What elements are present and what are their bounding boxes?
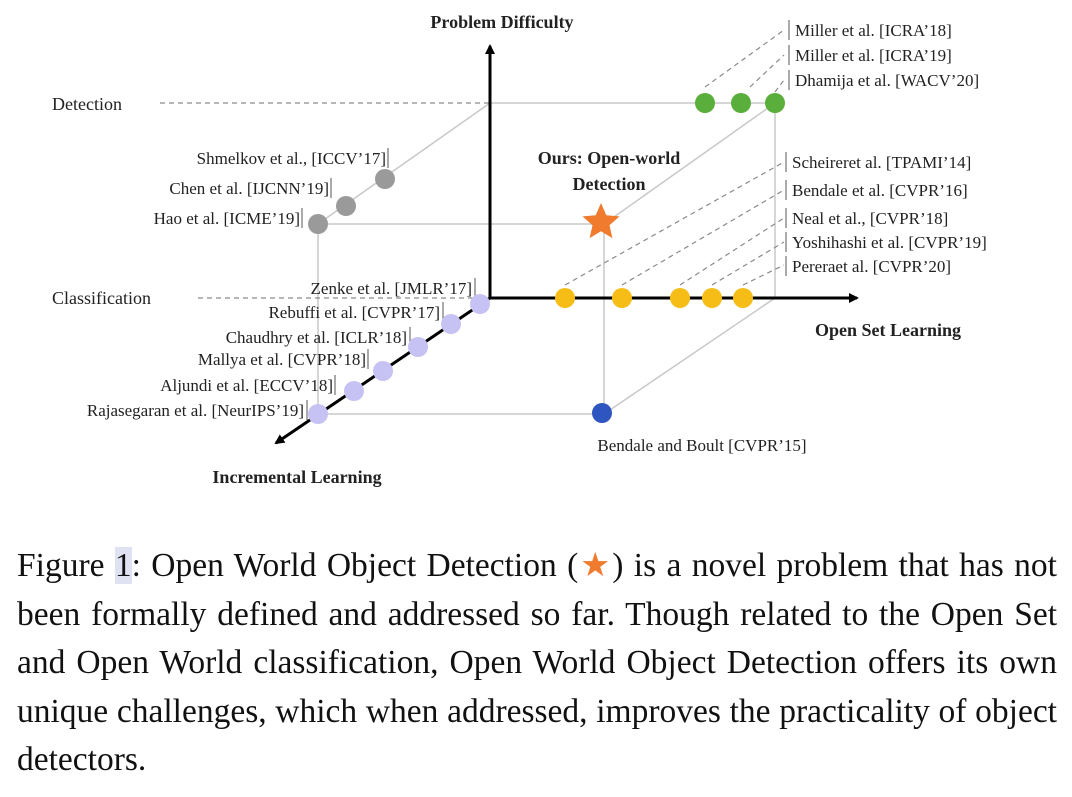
dot-open-set-classification: [702, 288, 722, 308]
dot-incremental-classification: [344, 381, 364, 401]
ref-label: Neal et al., [CVPR’18]: [792, 209, 948, 228]
dot-open-world-classification: [592, 403, 612, 423]
depth-axis-title: Incremental Learning: [212, 467, 381, 487]
ref-label: Chen et al. [IJCNN’19]: [169, 179, 329, 198]
dot-incremental-detection: [375, 169, 395, 189]
ref-label: Dhamija et al. [WACV’20]: [795, 71, 979, 90]
dot-open-world-detection: [695, 93, 715, 113]
leader-lines: [160, 29, 785, 299]
ref-label: Zenke et al. [JMLR’17]: [311, 279, 472, 298]
ours-label-line1: Ours: Open-world: [538, 148, 681, 168]
caption-text-after-star: ) is a novel problem that has not been f…: [17, 547, 1057, 778]
dot-open-set-classification: [612, 288, 632, 308]
dot-open-set-classification: [670, 288, 690, 308]
ref-label: Miller et al. [ICRA’18]: [795, 21, 952, 40]
caption-prefix: Figure: [17, 547, 115, 584]
vertical-axis-title: Problem Difficulty: [430, 12, 573, 32]
level-label-classification: Classification: [52, 288, 151, 308]
dot-incremental-classification: [373, 361, 393, 381]
dot-open-world-detection: [765, 93, 785, 113]
ref-label: Bendale et al. [CVPR’16]: [792, 181, 968, 200]
ref-label: Chaudhry et al. [ICLR’18]: [226, 328, 407, 347]
dot-incremental-detection: [336, 196, 356, 216]
ref-label: Scheireret al. [TPAMI’14]: [792, 153, 971, 172]
dot-incremental-classification: [308, 404, 328, 424]
dot-incremental-classification: [470, 294, 490, 314]
problem-space-diagram: Problem Difficulty Open Set Learning Inc…: [52, 12, 987, 487]
figure-number-link[interactable]: 1: [114, 547, 132, 584]
dot-incremental-classification: [441, 314, 461, 334]
cube-edges: [317, 102, 776, 415]
ref-label: Aljundi et al. [ECCV’18]: [160, 376, 333, 395]
horizontal-axis-title: Open Set Learning: [815, 320, 961, 340]
ref-label: Rebuffi et al. [CVPR’17]: [268, 303, 440, 322]
level-label-detection: Detection: [52, 94, 122, 114]
dot-open-world-detection: [731, 93, 751, 113]
ours-star-icon: [582, 203, 620, 239]
dot-open-set-classification: [555, 288, 575, 308]
ref-label: Pereraet al. [CVPR’20]: [792, 257, 951, 276]
ref-label: Bendale and Boult [CVPR’15]: [597, 436, 806, 455]
ref-label: Rajasegaran et al. [NeurIPS’19]: [87, 401, 304, 420]
ref-label: Yoshihashi et al. [CVPR’19]: [792, 233, 987, 252]
dot-open-set-classification: [733, 288, 753, 308]
ours-label-line2: Detection: [573, 174, 646, 194]
figure-caption: Figure 1: Open World Object Detection (★…: [17, 542, 1057, 785]
ref-label: Shmelkov et al., [ICCV’17]: [197, 149, 386, 168]
star-icon: ★: [578, 547, 613, 584]
caption-text-before-star: : Open World Object Detection (: [131, 547, 579, 584]
ref-label: Miller et al. [ICRA’19]: [795, 46, 952, 65]
ref-label: Hao et al. [ICME’19]: [154, 209, 300, 228]
ref-label: Mallya et al. [CVPR’18]: [198, 350, 366, 369]
dot-incremental-detection: [308, 214, 328, 234]
marker-dots: [308, 93, 785, 424]
label-ticks: [301, 20, 790, 420]
dot-incremental-classification: [408, 337, 428, 357]
